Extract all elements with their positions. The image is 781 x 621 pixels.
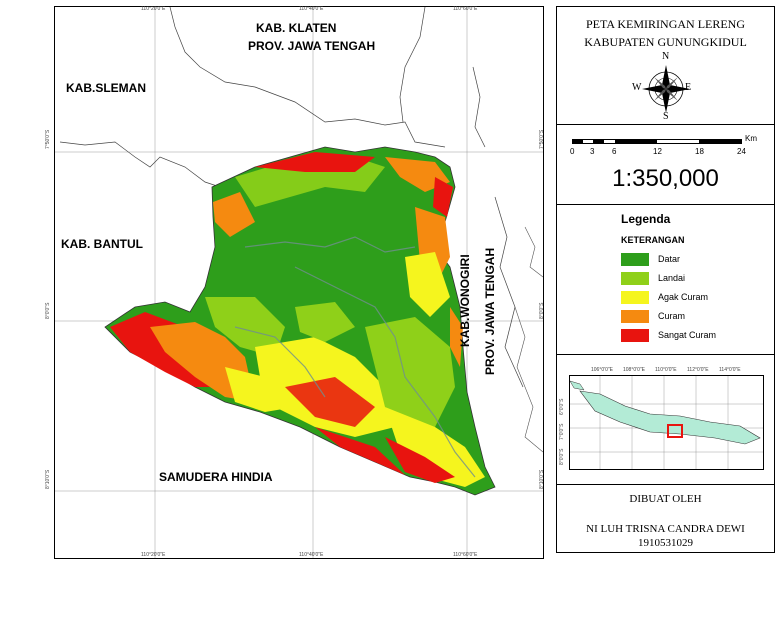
admin-boundaries bbox=[59, 7, 524, 388]
scale-bar bbox=[572, 139, 742, 144]
title-section: PETA KEMIRINGAN LERENG KABUPATEN GUNUNGK… bbox=[557, 7, 774, 125]
tick-top-3: 110°60'0"E bbox=[453, 6, 478, 12]
tick-bottom-3: 110°60'0"E bbox=[453, 552, 478, 558]
scale-tick-0: 0 bbox=[570, 147, 575, 156]
map-title-line1: PETA KEMIRINGAN LERENG bbox=[585, 17, 746, 31]
east-coastline bbox=[514, 226, 543, 453]
map-canvas bbox=[55, 7, 543, 558]
legend-label: Agak Curam bbox=[658, 292, 709, 302]
inset-tick-top: 106°0'0"E bbox=[591, 367, 613, 373]
label-sleman: KAB.SLEMAN bbox=[66, 81, 146, 95]
label-wonogiri: KAB.WONOGIRI bbox=[458, 254, 472, 347]
compass-w: W bbox=[632, 82, 642, 93]
inset-tick-side: 8°0'0"S bbox=[559, 448, 565, 465]
inset-tick-top: 108°0'0"E bbox=[623, 367, 645, 373]
rivers bbox=[234, 236, 476, 478]
credit-section: DIBUAT OLEH NI LUH TRISNA CANDRA DEWI 19… bbox=[557, 485, 774, 554]
inset-tick-side: 7°0'0"S bbox=[559, 423, 565, 440]
credit-nim: 1910531029 bbox=[638, 537, 693, 549]
label-samudera: SAMUDERA HINDIA bbox=[159, 470, 273, 484]
tick-bottom-1: 110°20'0"E bbox=[141, 552, 166, 558]
legend-subtitle: KETERANGAN bbox=[621, 235, 685, 245]
legend-section: Legenda KETERANGAN Datar Landai Agak Cur… bbox=[557, 205, 774, 355]
slope-patches bbox=[110, 152, 485, 487]
tick-right-1: 7°50'0"S bbox=[539, 129, 545, 149]
map-info-panel: PETA KEMIRINGAN LERENG KABUPATEN GUNUNGK… bbox=[556, 6, 775, 553]
label-bantul: KAB. BANTUL bbox=[61, 237, 143, 251]
credit-made-by: DIBUAT OLEH bbox=[629, 493, 702, 505]
scale-tick-24: 24 bbox=[737, 147, 746, 156]
legend-label: Curam bbox=[658, 311, 686, 321]
tick-right-3: 8°10'0"S bbox=[539, 469, 545, 489]
scale-unit: Km bbox=[745, 134, 757, 143]
legend-swatch-datar bbox=[621, 253, 649, 266]
compass-s: S bbox=[663, 111, 669, 122]
inset-tick-top: 112°0'0"E bbox=[687, 367, 709, 373]
compass-rose-icon bbox=[642, 65, 690, 113]
label-klaten-prov: PROV. JAWA TENGAH bbox=[248, 39, 376, 53]
legend-label: Landai bbox=[658, 273, 686, 283]
legend-swatch-curam bbox=[621, 310, 649, 323]
tick-bottom-2: 110°40'0"E bbox=[299, 552, 324, 558]
tick-left-2: 8°0'0"S bbox=[45, 302, 51, 319]
tick-left-1: 7°50'0"S bbox=[45, 129, 51, 149]
scale-tick-3: 3 bbox=[590, 147, 595, 156]
label-klaten: KAB. KLATEN bbox=[256, 21, 337, 35]
map-frame: 110°20'0"E 110°40'0"E 110°60'0"E 110°20'… bbox=[45, 6, 545, 559]
compass-n: N bbox=[662, 51, 670, 62]
legend-label: Datar bbox=[658, 254, 681, 264]
scale-tick-18: 18 bbox=[695, 147, 704, 156]
legend-swatch-landai bbox=[621, 272, 649, 285]
inset-tick-top: 114°0'0"E bbox=[719, 367, 741, 373]
credit-name: NI LUH TRISNA CANDRA DEWI bbox=[586, 523, 745, 535]
inset-location-box bbox=[667, 424, 683, 438]
legend-title: Legenda bbox=[621, 212, 671, 226]
compass-e: E bbox=[685, 82, 692, 93]
inset-section: 106°0'0"E 108°0'0"E 110°0'0"E 112°0'0"E … bbox=[557, 355, 774, 485]
scale-section: Km 0 3 6 12 18 24 1:350,000 bbox=[557, 125, 774, 205]
tick-top-1: 110°20'0"E bbox=[141, 6, 166, 12]
map-title-line2: KABUPATEN GUNUNGKIDUL bbox=[584, 35, 747, 49]
legend-swatch-agak-curam bbox=[621, 291, 649, 304]
scale-ratio: 1:350,000 bbox=[612, 165, 719, 192]
label-wonogiri-prov: PROV. JAWA TENGAH bbox=[483, 247, 497, 375]
legend-swatch-sangat-curam bbox=[621, 329, 649, 342]
legend-label: Sangat Curam bbox=[658, 330, 717, 340]
inset-tick-top: 110°0'0"E bbox=[655, 367, 677, 373]
scale-tick-12: 12 bbox=[653, 147, 662, 156]
tick-right-2: 8°0'0"S bbox=[539, 302, 545, 319]
tick-top-2: 110°40'0"E bbox=[299, 6, 324, 12]
scale-tick-6: 6 bbox=[612, 147, 617, 156]
inset-tick-side: 6°0'0"S bbox=[559, 398, 565, 415]
inset-map bbox=[569, 375, 764, 470]
tick-left-3: 8°10'0"S bbox=[45, 469, 51, 489]
